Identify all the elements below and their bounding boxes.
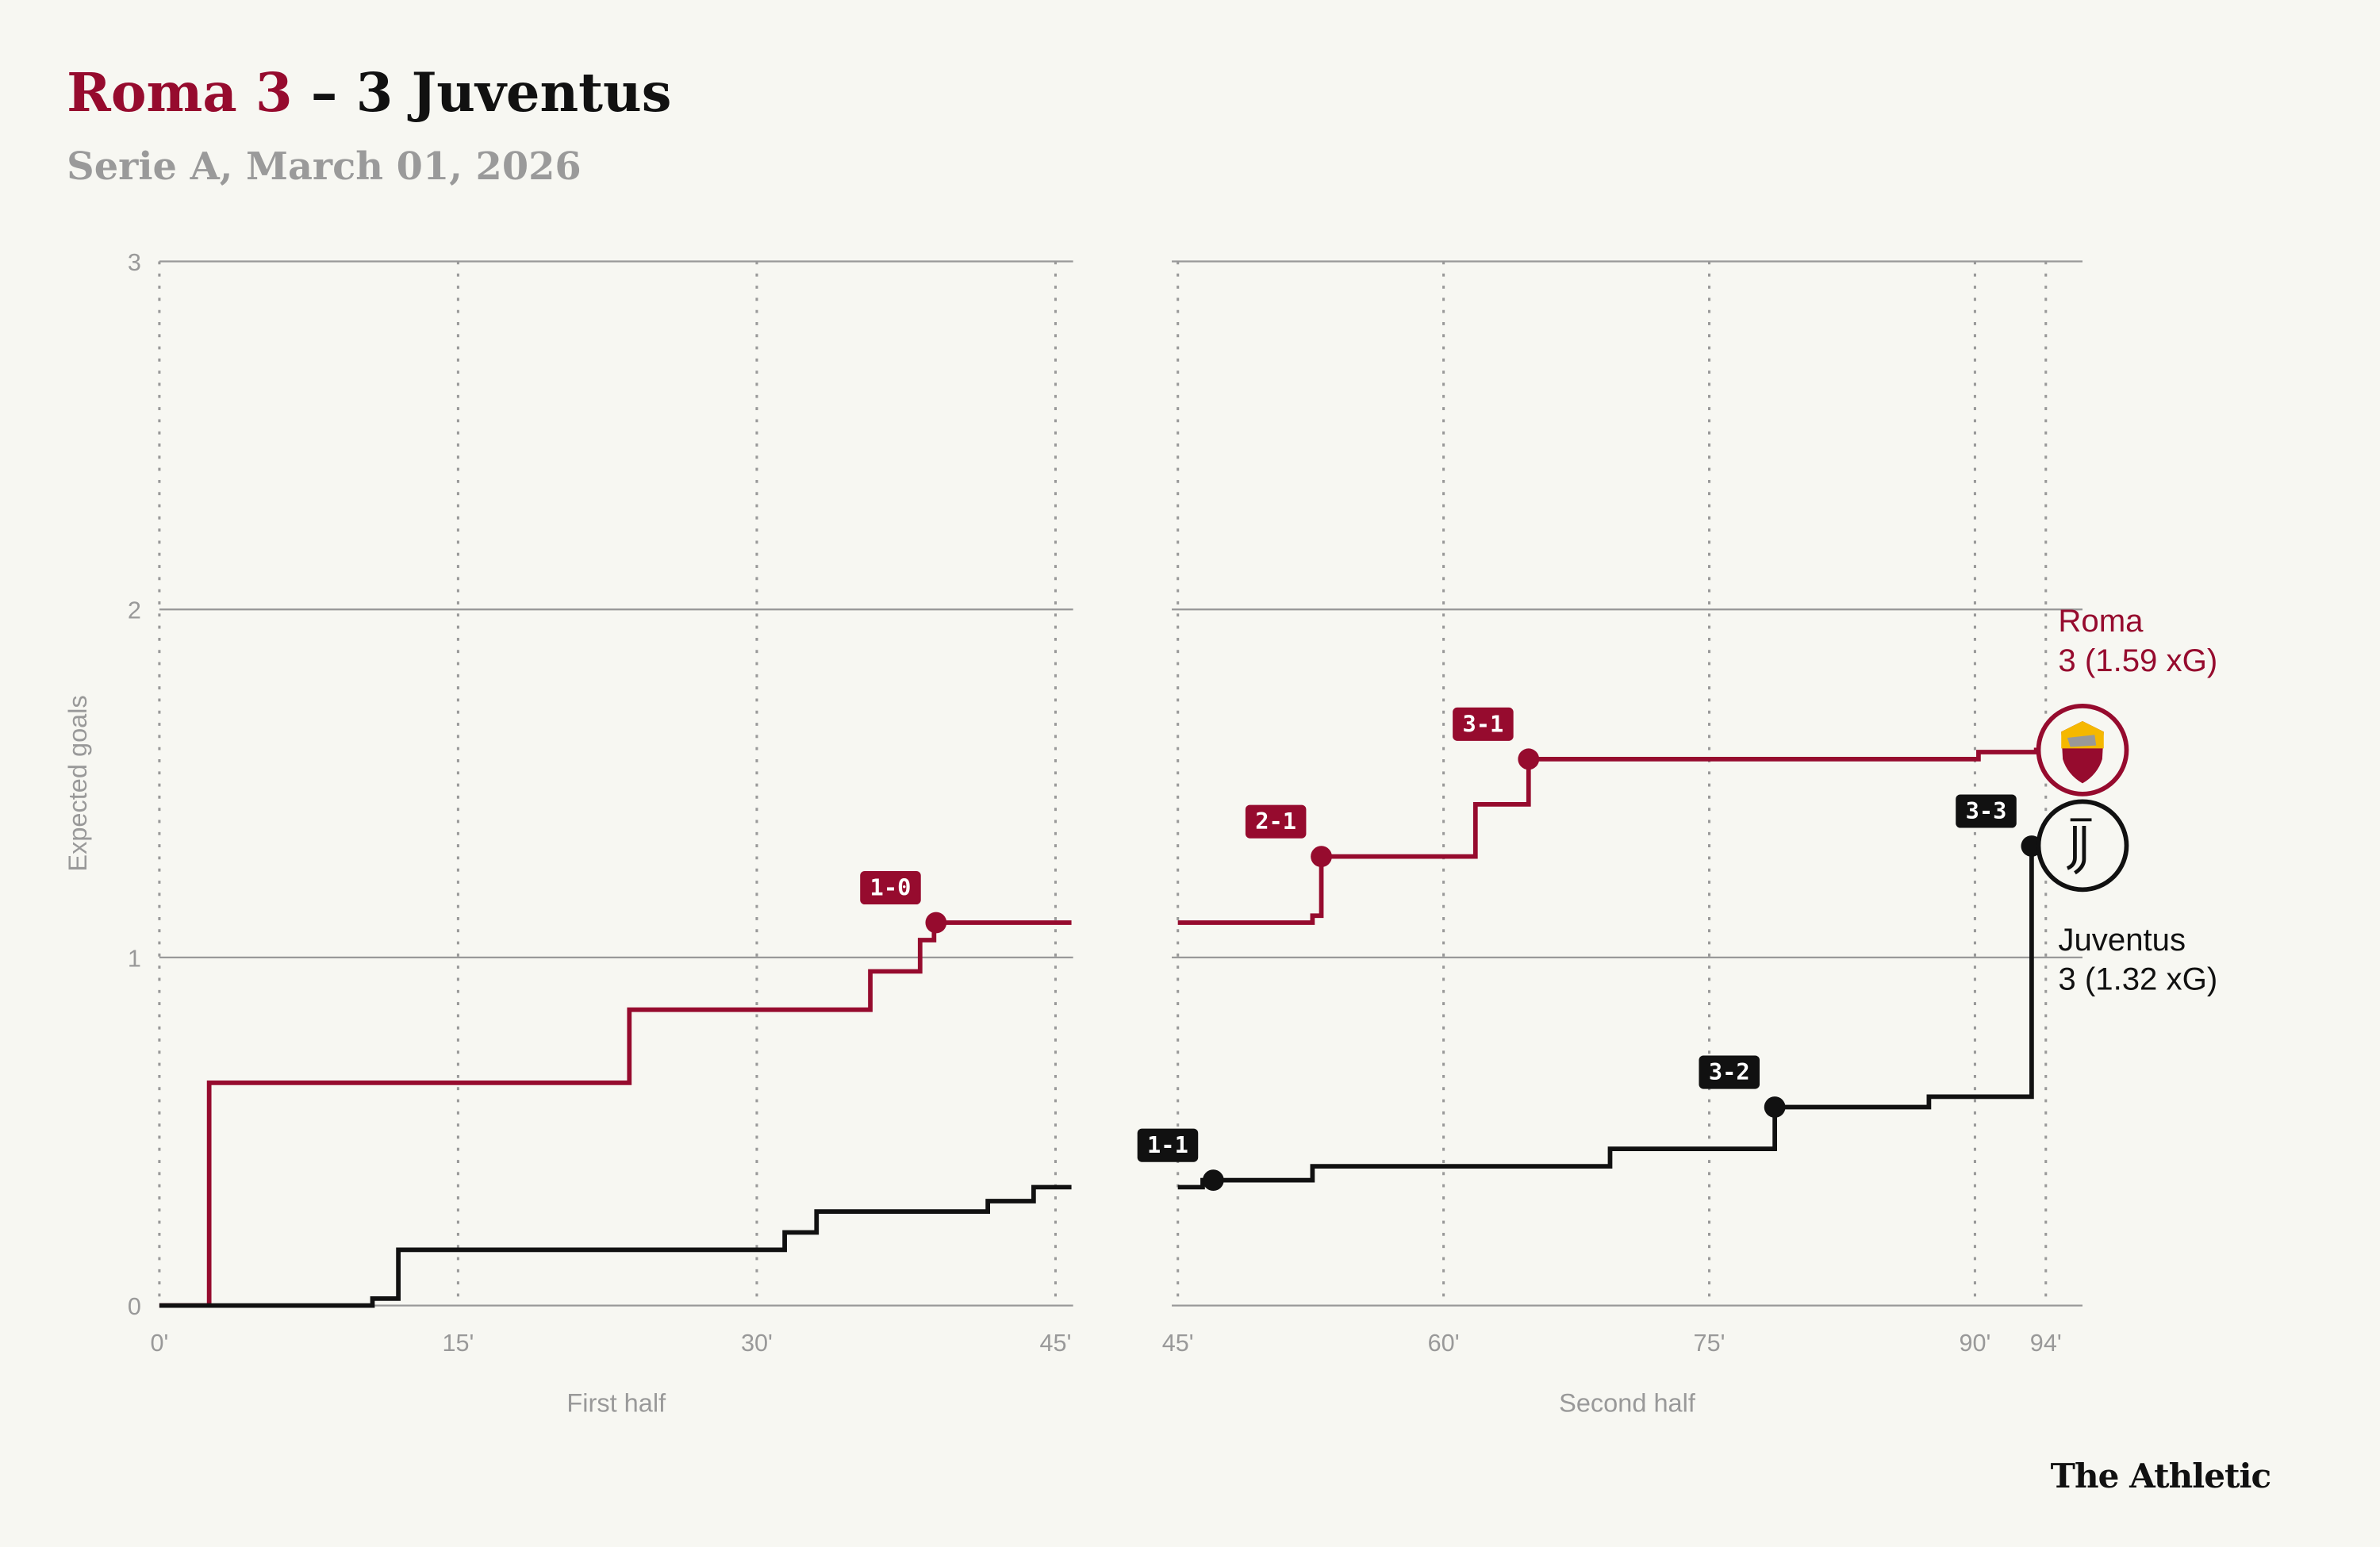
the-athletic-logo: The Athletic: [2051, 1456, 2271, 1495]
title-home: Roma 3: [67, 61, 292, 124]
goal-marker: [1202, 1169, 1224, 1192]
roma-xg-line-first-half: [159, 920, 1072, 1308]
score-badge-label: 3-3: [1966, 797, 2007, 824]
y-axis-label: Expected goals: [63, 695, 92, 871]
score-badge: [1137, 1128, 1199, 1162]
chart-title: Roma 3 – 3 Juventus: [67, 61, 671, 124]
x-axis-label-second-half: Second half: [1559, 1389, 1696, 1418]
chart-subtitle: Serie A, March 01, 2026: [67, 144, 581, 189]
score-badge-label: 1-0: [870, 874, 912, 901]
x-tick-label: 15': [442, 1330, 474, 1357]
score-badge: [1245, 804, 1307, 839]
x-tick-label: 60': [1428, 1330, 1460, 1357]
x-tick-label: 0': [150, 1330, 168, 1357]
roma-label: Roma: [2058, 603, 2144, 639]
goal-marker: [925, 912, 947, 934]
y-tick-label: 1: [128, 945, 141, 972]
roma-crest-icon: [2036, 703, 2129, 797]
title-away: 3 Juventus: [356, 61, 672, 124]
y-tick-label: 2: [128, 597, 141, 624]
roma-summary: 3 (1.59 xG): [2058, 643, 2217, 678]
y-tick-label: 0: [128, 1293, 141, 1320]
title-sep: –: [293, 61, 356, 124]
score-badge: [860, 870, 921, 905]
score-badge: [1699, 1055, 1760, 1089]
x-tick-label: 30': [741, 1330, 773, 1357]
score-badge-label: 2-1: [1255, 808, 1296, 835]
goal-marker: [1518, 748, 1540, 770]
x-tick-label: 90': [1959, 1330, 1990, 1357]
x-tick-label: 75': [1694, 1330, 1726, 1357]
juventus-crest-icon: [2036, 799, 2129, 892]
score-badge-label: 1-1: [1147, 1131, 1188, 1158]
x-axis-label-first-half: First half: [566, 1389, 666, 1418]
score-badge-label: 3-1: [1462, 710, 1503, 737]
juventus-xg-line-second-half: [1177, 843, 2055, 1190]
score-badge: [1956, 794, 2017, 828]
x-tick-label: 45': [1162, 1330, 1194, 1357]
x-tick-label: 45': [1040, 1330, 1072, 1357]
goal-marker: [1764, 1096, 1786, 1118]
score-badge-label: 3-2: [1709, 1058, 1750, 1085]
juventus-summary: 3 (1.32 xG): [2058, 962, 2217, 997]
goal-marker: [1311, 846, 1332, 868]
juventus-label: Juventus: [2058, 922, 2186, 958]
x-tick-label: 94': [2030, 1330, 2062, 1357]
juventus-xg-line-first-half: [159, 1184, 1072, 1308]
roma-xg-line-second-half: [1177, 750, 2037, 925]
y-tick-label: 3: [128, 249, 141, 276]
score-badge: [1453, 707, 1514, 741]
